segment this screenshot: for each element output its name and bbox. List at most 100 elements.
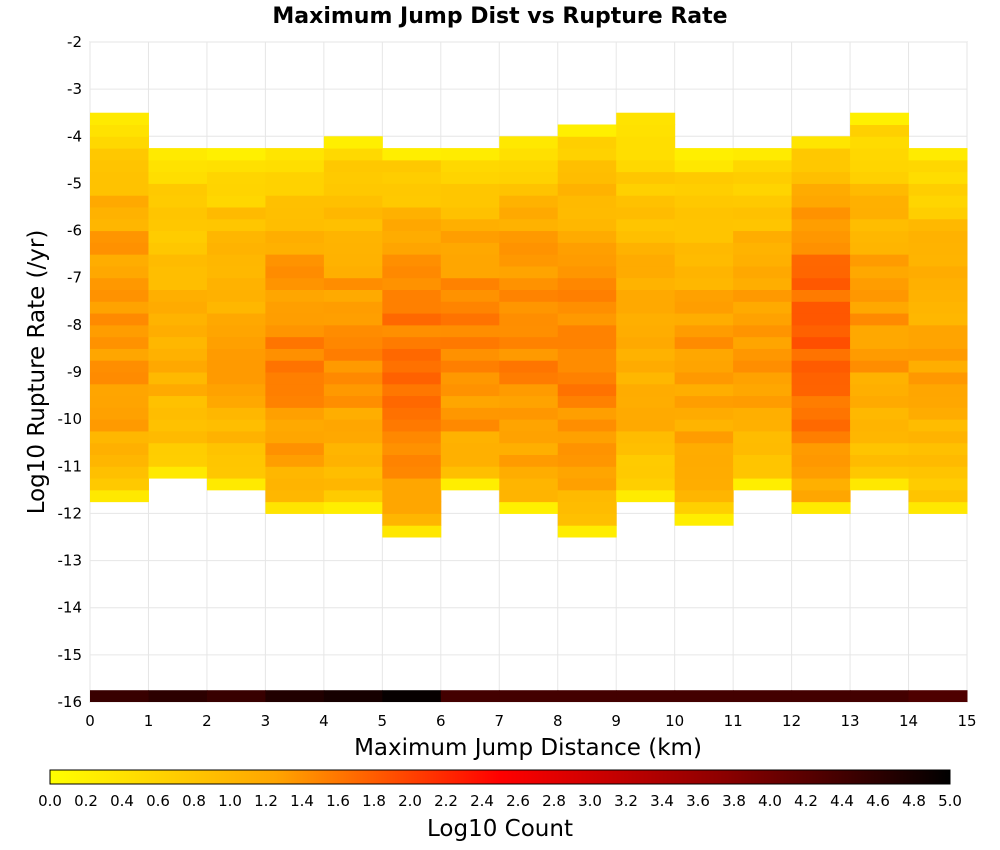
heatmap-cell bbox=[206, 454, 266, 467]
heatmap-cell bbox=[499, 501, 559, 514]
heatmap-cell bbox=[265, 218, 325, 232]
x-tick-label: 12 bbox=[782, 712, 801, 730]
heatmap-cell bbox=[616, 454, 676, 467]
heatmap-cell bbox=[382, 207, 442, 220]
heatmap-cell bbox=[382, 230, 442, 243]
heatmap-cell bbox=[908, 159, 968, 173]
heatmap-cell bbox=[733, 407, 793, 420]
heatmap-cell bbox=[674, 442, 734, 455]
heatmap-cell bbox=[382, 254, 442, 267]
heatmap-cell bbox=[850, 419, 910, 432]
y-tick-label: -11 bbox=[58, 457, 83, 475]
heatmap-cell bbox=[90, 277, 149, 290]
heatmap-cell bbox=[206, 171, 266, 184]
heatmap-cell bbox=[557, 501, 617, 514]
heatmap-cell bbox=[791, 501, 851, 514]
heatmap-cell bbox=[850, 313, 910, 326]
heatmap-cell bbox=[850, 183, 910, 196]
heatmap-cell bbox=[499, 395, 559, 408]
heatmap-cell bbox=[265, 489, 325, 503]
heatmap-cell bbox=[733, 324, 793, 338]
heatmap-cell bbox=[791, 242, 851, 255]
heatmap-cell bbox=[148, 159, 208, 173]
heatmap-cell bbox=[148, 442, 208, 455]
heatmap-cell bbox=[616, 136, 676, 149]
heatmap-cell bbox=[616, 395, 676, 408]
heatmap-cell-bottom-row bbox=[616, 690, 676, 702]
colorbar-tick-label: 5.0 bbox=[938, 792, 962, 810]
heatmap-cell bbox=[323, 289, 383, 302]
heatmap-cell bbox=[850, 478, 910, 491]
heatmap-cell bbox=[499, 230, 559, 243]
heatmap-cell bbox=[733, 230, 793, 243]
heatmap-cell bbox=[499, 324, 559, 338]
heatmap-cell bbox=[850, 242, 910, 255]
heatmap-cell bbox=[557, 348, 617, 361]
heatmap-cell bbox=[616, 148, 676, 161]
heatmap-cell bbox=[265, 430, 325, 444]
heatmap-cell bbox=[557, 207, 617, 220]
heatmap-cell bbox=[557, 301, 617, 314]
heatmap-cell bbox=[791, 254, 851, 267]
heatmap-cell bbox=[499, 313, 559, 326]
heatmap-cell bbox=[90, 407, 149, 420]
heatmap-cell bbox=[733, 277, 793, 290]
heatmap-cell bbox=[206, 395, 266, 408]
heatmap-cell bbox=[323, 372, 383, 385]
heatmap-cell bbox=[616, 254, 676, 267]
heatmap-cell bbox=[791, 159, 851, 173]
heatmap-cell bbox=[382, 372, 442, 385]
heatmap-cell bbox=[148, 419, 208, 432]
heatmap-cell bbox=[265, 277, 325, 290]
heatmap-cell bbox=[265, 501, 325, 514]
heatmap-cell bbox=[733, 159, 793, 173]
heatmap-cell bbox=[674, 148, 734, 161]
heatmap-cell bbox=[206, 301, 266, 314]
x-tick-label: 3 bbox=[261, 712, 271, 730]
x-tick-label: 14 bbox=[899, 712, 918, 730]
heatmap-cell-bottom-row bbox=[90, 690, 149, 702]
heatmap-cell-bottom-row bbox=[440, 690, 500, 702]
heatmap-cell bbox=[557, 324, 617, 338]
heatmap-cell bbox=[148, 265, 208, 279]
x-tick-label: 5 bbox=[378, 712, 388, 730]
heatmap-cell bbox=[616, 265, 676, 279]
heatmap-cell bbox=[265, 383, 325, 397]
heatmap-cell bbox=[791, 489, 851, 503]
heatmap-cell bbox=[908, 501, 968, 514]
heatmap-cell bbox=[850, 324, 910, 338]
y-tick-label: -15 bbox=[58, 646, 83, 664]
heatmap-cell bbox=[616, 383, 676, 397]
heatmap-cell bbox=[323, 301, 383, 314]
heatmap-cell bbox=[733, 430, 793, 444]
heatmap-cell bbox=[674, 183, 734, 196]
heatmap-cell bbox=[557, 183, 617, 196]
heatmap-cell bbox=[791, 395, 851, 408]
heatmap-cell bbox=[674, 478, 734, 491]
heatmap-cell bbox=[90, 136, 149, 149]
heatmap-cell bbox=[850, 112, 910, 125]
heatmap-cell bbox=[206, 419, 266, 432]
colorbar-tick-label: 0.2 bbox=[74, 792, 98, 810]
colorbar-tick-label: 3.4 bbox=[650, 792, 674, 810]
heatmap-cell bbox=[557, 489, 617, 503]
heatmap-cell bbox=[323, 195, 383, 208]
heatmap-cell bbox=[557, 136, 617, 149]
heatmap-cell bbox=[499, 148, 559, 161]
heatmap-cell bbox=[791, 419, 851, 432]
heatmap-cell bbox=[206, 478, 266, 491]
heatmap-cell bbox=[674, 324, 734, 338]
heatmap-cell bbox=[733, 148, 793, 161]
heatmap-cell bbox=[674, 383, 734, 397]
heatmap-cell bbox=[148, 466, 208, 479]
heatmap-cell bbox=[850, 407, 910, 420]
heatmap-cell bbox=[206, 218, 266, 232]
heatmap-cell bbox=[908, 289, 968, 302]
heatmap-cell bbox=[148, 289, 208, 302]
y-tick-label: -9 bbox=[67, 363, 82, 381]
heatmap-cell bbox=[265, 148, 325, 161]
heatmap-cell bbox=[90, 195, 149, 208]
heatmap-cell bbox=[557, 419, 617, 432]
heatmap-cell bbox=[90, 478, 149, 491]
heatmap-cell bbox=[674, 159, 734, 173]
